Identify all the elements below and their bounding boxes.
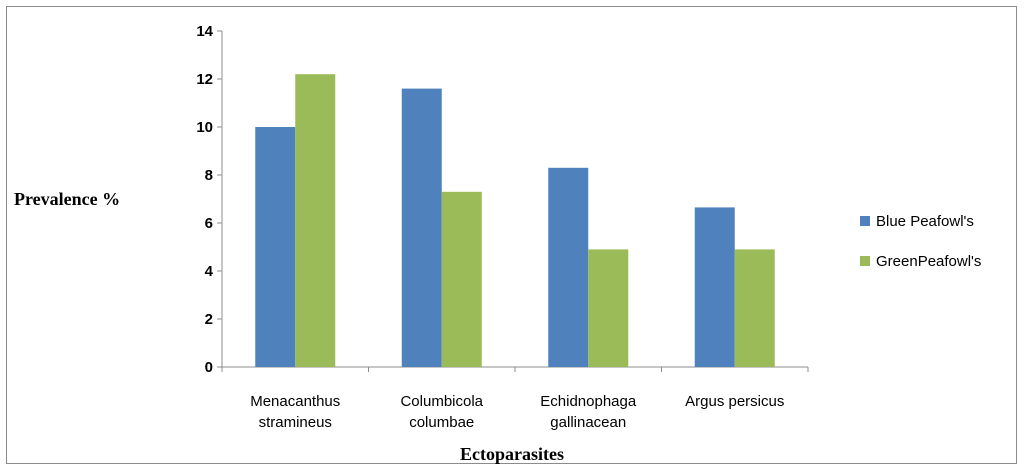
bar-green-1 (441, 191, 482, 367)
bar-blue-1 (401, 88, 442, 367)
x-axis (221, 366, 809, 372)
category-label: Columbicola columbae (400, 393, 483, 431)
bar-green-2 (588, 249, 629, 367)
bars (255, 74, 775, 367)
y-tick-label: 6 (205, 215, 213, 232)
category-labels: Menacanthus stramineus Columbicola columbae… (250, 393, 784, 431)
category-label: Argus persicus (685, 393, 784, 410)
category-label: Menacanthus stramineus (250, 393, 340, 431)
legend-label: GreenPeafowl's (876, 253, 981, 270)
y-tick-label: 14 (196, 23, 213, 40)
y-tick-label: 8 (205, 167, 213, 184)
y-tick-label: 4 (205, 263, 214, 280)
legend-swatch (860, 256, 870, 266)
x-axis-title: Ectoparasites (460, 444, 564, 464)
chart-frame (6, 6, 1017, 464)
category-label: Echidnophaga gallinacean (540, 393, 637, 431)
bar-blue-0 (255, 127, 296, 367)
legend: Blue Peafowl's GreenPeafowl's (860, 213, 981, 270)
legend-swatch (860, 216, 870, 226)
y-axis: 0 2 4 6 8 10 12 14 (196, 23, 223, 376)
legend-label: Blue Peafowl's (876, 213, 974, 230)
bar-green-0 (295, 74, 336, 367)
y-tick-label: 2 (205, 311, 213, 328)
y-tick-label: 10 (196, 119, 213, 136)
bar-blue-3 (694, 207, 735, 367)
bar-blue-2 (548, 167, 589, 367)
y-tick-label: 12 (196, 71, 213, 88)
bar-green-3 (734, 249, 775, 367)
y-axis-title: Prevalence % (14, 189, 120, 209)
y-tick-label: 0 (205, 359, 213, 376)
